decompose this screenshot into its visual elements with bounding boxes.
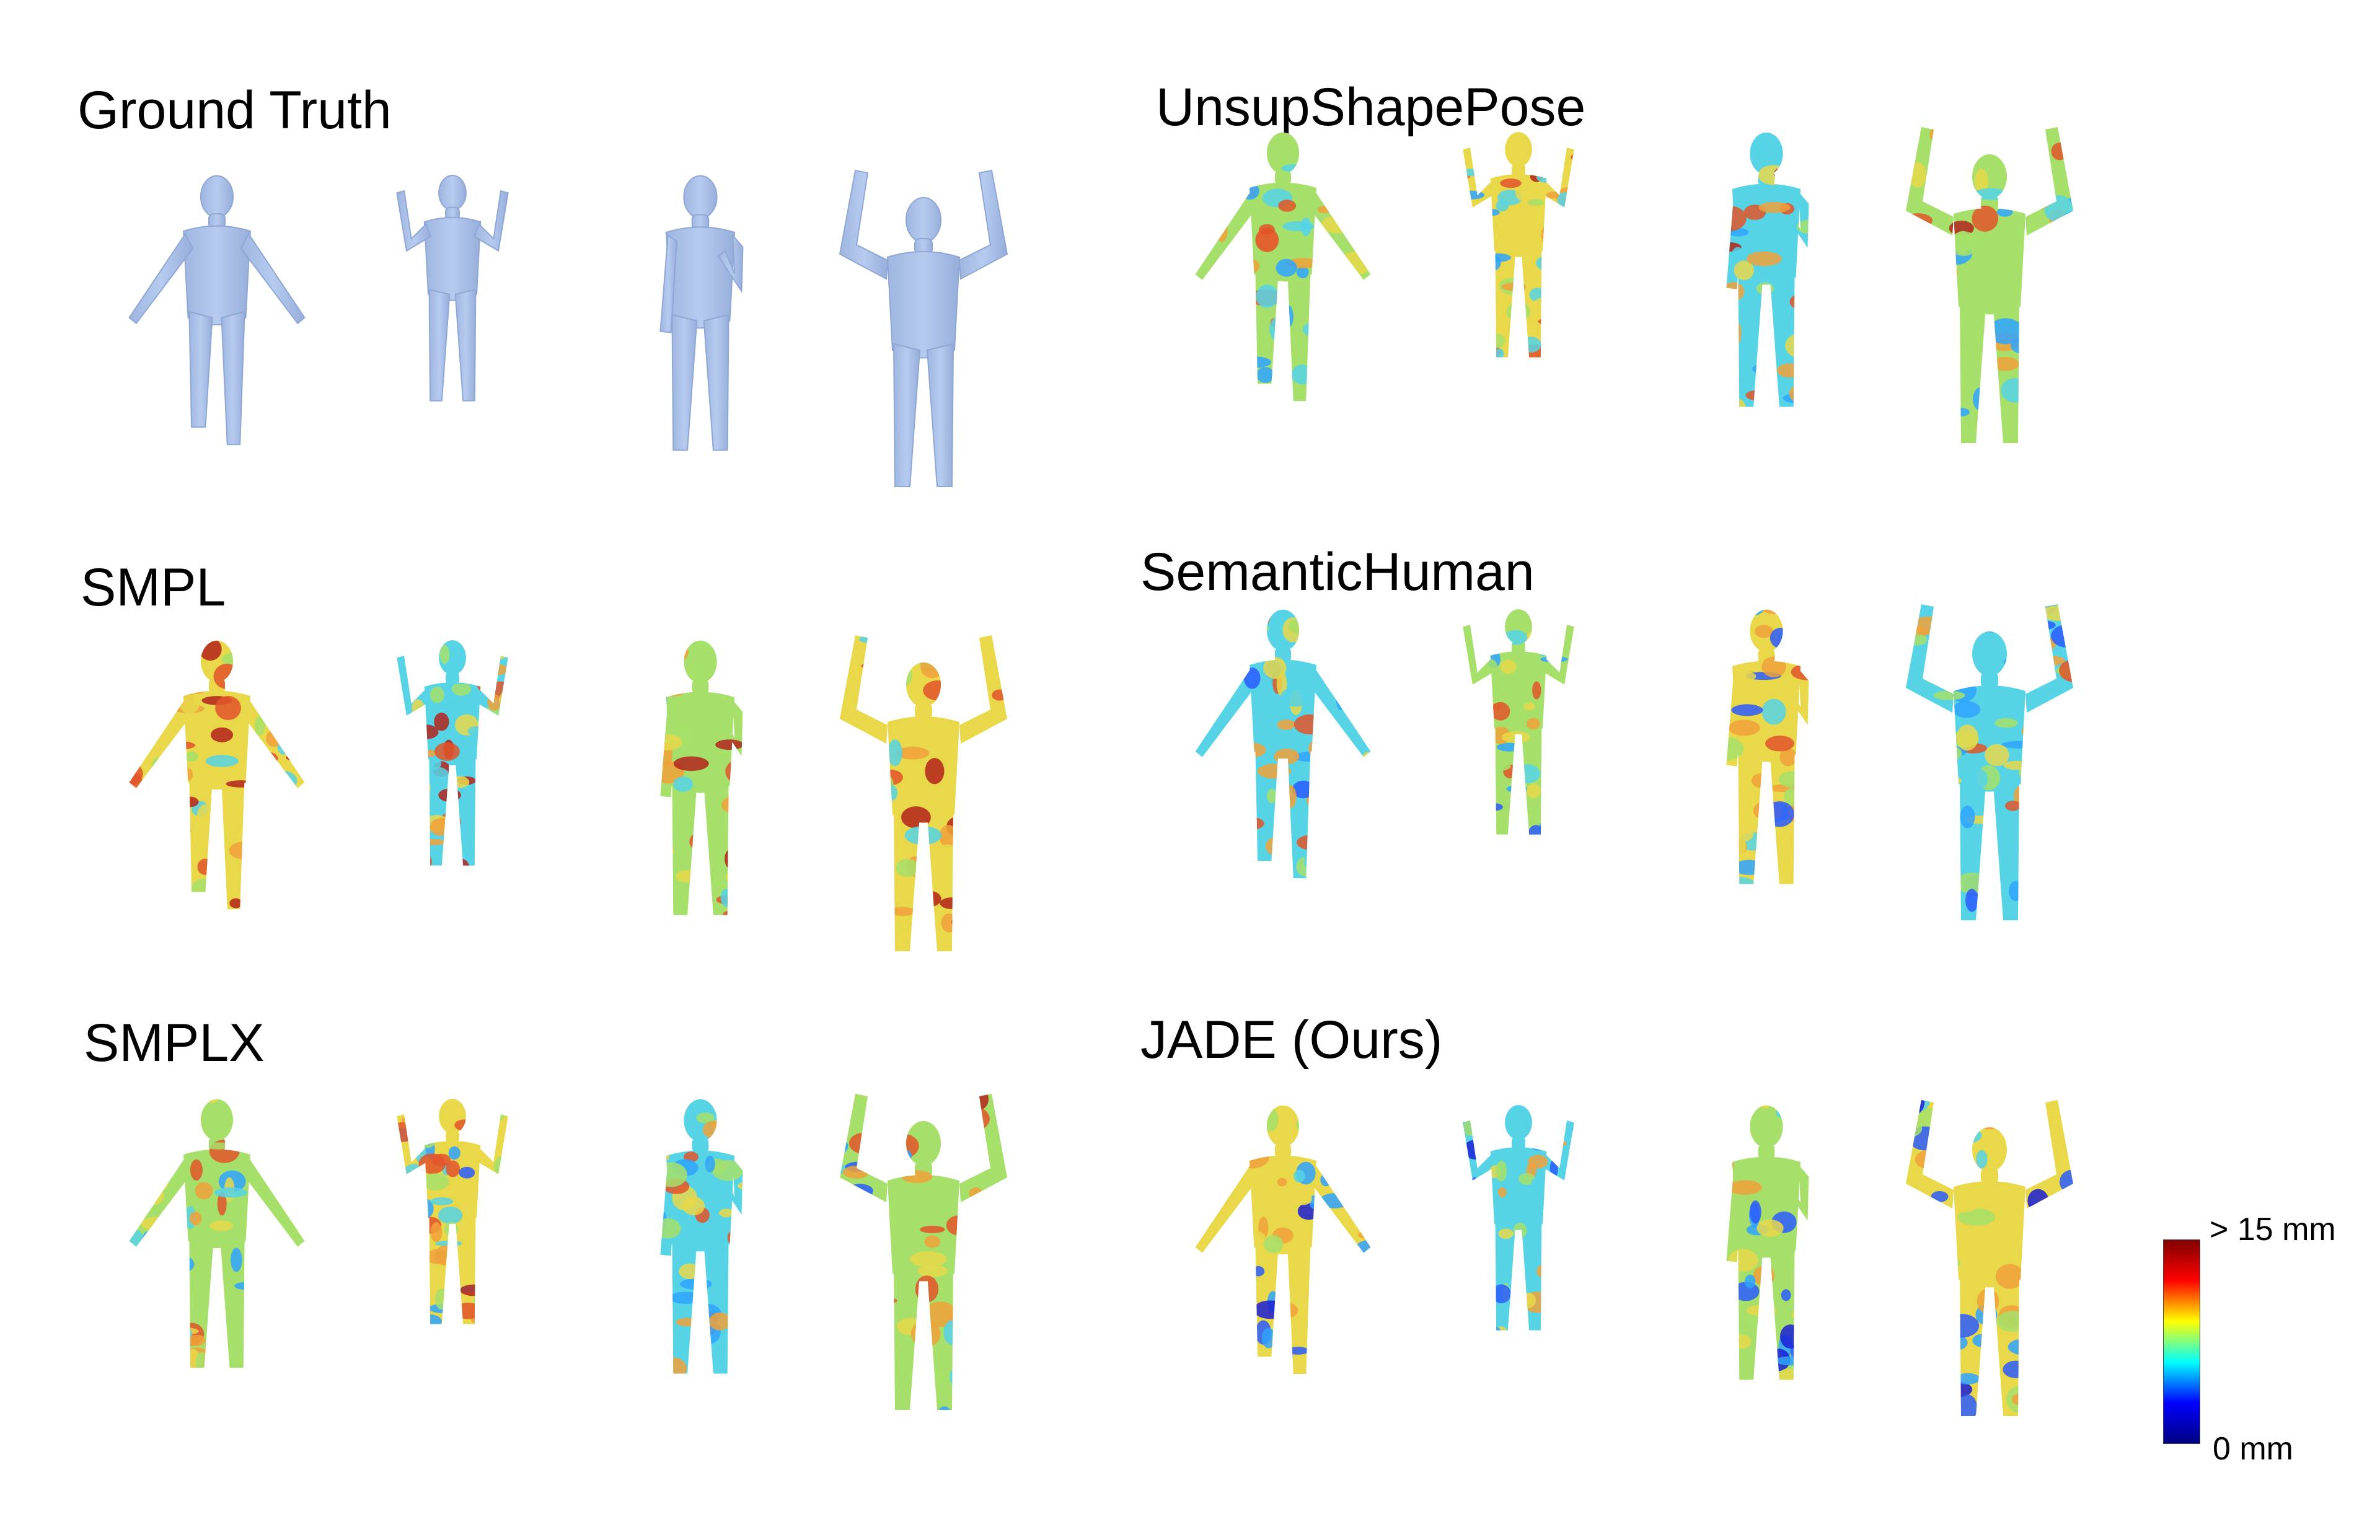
- human-figure-hands-up-small: [397, 640, 508, 866]
- human-figure-arms-out-step: [129, 640, 305, 910]
- human-figure-arms-out-step: [1195, 132, 1371, 402]
- human-figure-hand-to-chest: [1726, 609, 1809, 884]
- panel-title-unsupshapepose: UnsupShapePose: [1156, 77, 1586, 137]
- human-figure-arms-raised: [1906, 127, 2073, 443]
- human-figure-arms-out: [129, 1099, 305, 1368]
- panel-title-semantichuman: SemanticHuman: [1140, 542, 1535, 602]
- colorbar-max-label: > 15 mm: [2210, 1212, 2336, 1247]
- human-figure-arms-raised: [840, 1094, 1007, 1410]
- panel-title-ground-truth: Ground Truth: [77, 81, 392, 140]
- human-figure-hand-to-chest: [1726, 132, 1809, 407]
- human-figure-hands-up-small: [397, 1099, 508, 1324]
- panel-title-smpl: SMPL: [81, 558, 226, 617]
- human-figure-hands-up-small: [1463, 1105, 1574, 1331]
- human-figure-arms-raised: [1906, 604, 2073, 920]
- human-figure-arms-raised: [839, 169, 1008, 487]
- human-figure-hand-to-chest: [659, 175, 744, 451]
- human-figure-arms-out-step: [1195, 1105, 1371, 1375]
- human-figure-hands-up-small: [1463, 132, 1574, 358]
- human-figure-arms-raised: [840, 635, 1007, 951]
- human-figure-hand-to-chest: [660, 1099, 743, 1374]
- panel-title-jade-ours: JADE (Ours): [1140, 1010, 1443, 1070]
- human-figure-hand-to-chest: [660, 640, 743, 915]
- human-figure-arms-out-step: [128, 175, 306, 446]
- human-figure-arms-out-step: [1195, 609, 1371, 879]
- human-figure-hands-up-small: [1463, 609, 1574, 835]
- panel-title-smplx: SMPLX: [84, 1013, 265, 1073]
- human-figure-arms-raised: [1906, 1100, 2073, 1416]
- human-figure-hand-to-chest: [1726, 1105, 1809, 1380]
- error-colorbar: [2163, 1239, 2200, 1444]
- colorbar-min-label: 0 mm: [2213, 1431, 2293, 1467]
- human-figure-hands-up-small: [396, 175, 509, 402]
